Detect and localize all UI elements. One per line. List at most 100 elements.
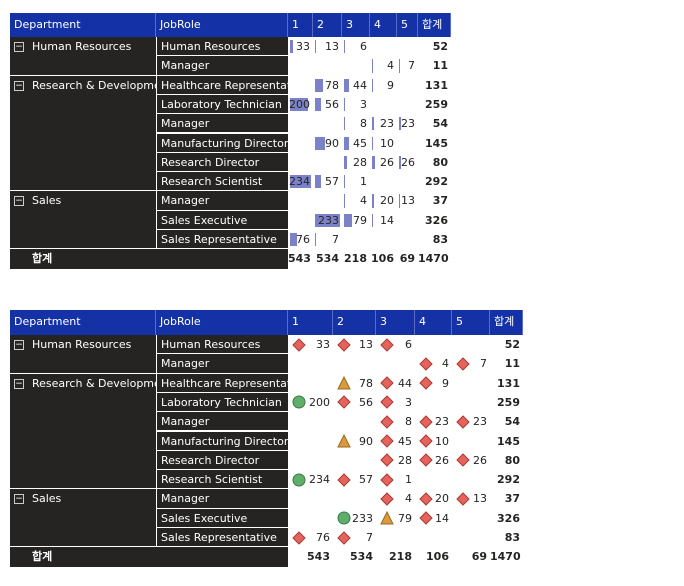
data-bar [315,97,321,112]
column-header: 4 [415,310,452,335]
column-header: Department [10,13,156,37]
diamond-icon [419,376,433,390]
job-role-cell: Manager [156,412,288,432]
value-cell: 57 [359,473,373,487]
diamond-icon [380,492,394,506]
value-cell: 200 [309,395,330,409]
diamond-icon [380,395,394,410]
collapse-toggle[interactable]: − [14,340,24,350]
data-bar [344,175,345,189]
row-total: 131 [425,78,448,92]
value-cell: 28 [353,155,367,169]
data-bar [372,117,375,131]
data-bar [315,136,325,150]
department-label: Sales [32,492,62,506]
value-cell: 23 [435,415,449,429]
value-cell: 28 [398,453,412,467]
department-label: Human Resources [32,40,132,53]
job-role-cell: Manufacturing Director [156,133,288,153]
diamond-icon [419,492,433,506]
data-bar [290,233,297,247]
value-cell: 26 [473,453,487,467]
value-cell: 76 [296,233,310,246]
job-role-cell: Manager [156,114,288,134]
column-header: 2 [333,310,376,335]
value-cell: 7 [408,59,415,73]
value-cell: 79 [398,511,412,525]
row-total: 83 [504,531,520,544]
job-role-cell: Manufacturing Director [156,431,288,451]
column-header: 합계 [490,310,523,335]
diamond-icon [419,414,433,429]
row-total: 83 [432,233,448,246]
column-header: JobRole [156,13,288,37]
value-cell: 9 [442,376,449,390]
data-bar [372,78,373,92]
row-total: 52 [432,40,448,53]
data-bar [344,97,345,112]
job-role-cell: Sales Executive [156,210,288,230]
row-total: 52 [504,338,520,351]
row-total: 292 [497,473,520,487]
data-bar [290,97,308,112]
value-cell: 20 [380,194,394,208]
row-total: 11 [432,59,448,73]
collapse-toggle[interactable]: − [14,378,24,389]
value-cell: 4 [360,194,367,208]
column-total: 106 [426,550,449,564]
value-cell: 78 [359,376,373,390]
value-cell: 4 [405,492,412,506]
row-total: 259 [497,395,520,409]
value-cell: 14 [435,511,449,525]
value-cell: 7 [366,531,373,544]
data-bar [315,233,316,247]
collapse-toggle[interactable]: − [14,80,24,91]
data-bar [315,78,324,92]
job-role-cell: Research Director [156,450,288,471]
total-label-cell: 합계 [10,249,288,269]
collapse-toggle[interactable]: − [14,42,24,52]
value-cell: 6 [360,40,367,53]
diamond-icon [380,414,394,429]
value-cell: 23 [401,117,415,131]
data-bar [344,194,345,208]
value-cell: 8 [405,415,412,429]
value-cell: 79 [353,213,367,227]
data-bar [372,155,375,170]
circle-icon [292,473,306,487]
collapse-toggle[interactable]: − [14,494,24,505]
value-cell: 13 [325,40,339,53]
value-cell: 23 [473,415,487,429]
value-cell: 7 [480,357,487,371]
diamond-icon [337,395,351,410]
column-header: 1 [288,13,313,37]
column-header: 5 [397,13,418,37]
diamond-icon [337,337,351,352]
value-cell: 9 [387,78,394,92]
value-cell: 33 [316,338,330,351]
row-total: 131 [497,376,520,390]
diamond-icon [456,414,470,429]
value-cell: 78 [325,78,339,92]
column-total: 543 [307,550,330,564]
department-label: Sales [32,194,62,208]
collapse-toggle[interactable]: − [14,196,24,207]
diamond-icon [292,530,306,545]
value-cell: 26 [435,453,449,467]
department-cell: − Human Resources [10,37,156,76]
row-total: 54 [504,415,520,429]
data-bar [344,40,345,54]
column-total: 534 [316,252,339,266]
row-total: 37 [432,194,448,208]
data-bar [399,155,401,170]
data-bar [290,40,293,54]
value-cell: 90 [325,136,339,150]
data-bar [344,213,353,227]
column-header: 합계 [418,13,451,37]
column-total: 218 [344,252,367,266]
department-cell: − Sales [10,191,156,250]
department-cell: − Sales [10,489,156,548]
column-header: 3 [376,310,415,335]
value-cell: 13 [359,338,373,351]
department-label: Human Resources [32,338,132,351]
